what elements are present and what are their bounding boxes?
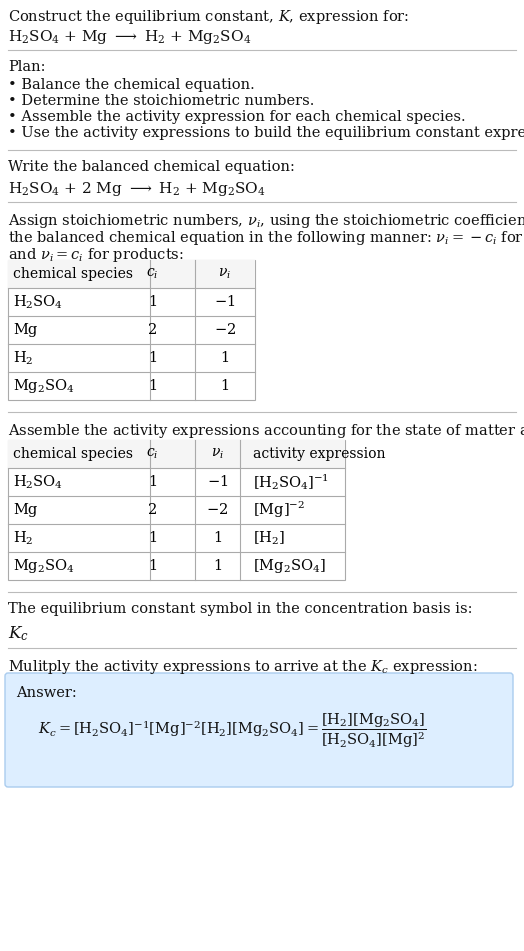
Text: 1: 1 [148,559,157,573]
Text: 2: 2 [148,323,157,337]
Text: Write the balanced chemical equation:: Write the balanced chemical equation: [8,160,295,174]
Text: $c_i$: $c_i$ [146,447,159,461]
Text: $K_c = [\text{H}_2\text{SO}_4]^{-1} [\text{Mg}]^{-2} [\text{H}_2][\text{Mg}_2\te: $K_c = [\text{H}_2\text{SO}_4]^{-1} [\te… [38,711,427,749]
Text: 1: 1 [148,351,157,365]
Text: $-1$: $-1$ [207,475,228,490]
Text: 1: 1 [213,531,222,545]
Text: [H$_2$SO$_4$]$^{-1}$: [H$_2$SO$_4$]$^{-1}$ [253,472,329,492]
Text: chemical species: chemical species [13,267,133,281]
Text: Mulitply the activity expressions to arrive at the $K_c$ expression:: Mulitply the activity expressions to arr… [8,658,477,676]
Text: $-1$: $-1$ [214,295,236,309]
Text: Mg: Mg [13,503,37,517]
Text: the balanced chemical equation in the following manner: $\nu_i = -c_i$ for react: the balanced chemical equation in the fo… [8,229,524,247]
Text: [Mg$_2$SO$_4$]: [Mg$_2$SO$_4$] [253,557,325,575]
Text: 1: 1 [148,379,157,393]
Text: 1: 1 [148,475,157,489]
Text: The equilibrium constant symbol in the concentration basis is:: The equilibrium constant symbol in the c… [8,602,473,616]
Text: H$_2$SO$_4$: H$_2$SO$_4$ [13,474,63,491]
Text: Assemble the activity expressions accounting for the state of matter and $\nu_i$: Assemble the activity expressions accoun… [8,422,524,440]
Text: Mg: Mg [13,323,37,337]
Text: 1: 1 [213,559,222,573]
Text: 2: 2 [148,503,157,517]
Text: $-2$: $-2$ [214,322,236,338]
Text: $\nu_i$: $\nu_i$ [219,267,232,281]
Bar [8,260,255,400]
Bar [8,440,345,468]
Text: Assign stoichiometric numbers, $\nu_i$, using the stoichiometric coefficients, $: Assign stoichiometric numbers, $\nu_i$, … [8,212,524,230]
Text: • Determine the stoichiometric numbers.: • Determine the stoichiometric numbers. [8,94,314,108]
Text: [H$_2$]: [H$_2$] [253,530,285,547]
Text: • Use the activity expressions to build the equilibrium constant expression.: • Use the activity expressions to build … [8,126,524,140]
Text: • Assemble the activity expression for each chemical species.: • Assemble the activity expression for e… [8,110,466,124]
Text: Mg$_2$SO$_4$: Mg$_2$SO$_4$ [13,557,74,575]
Text: $K_c$: $K_c$ [8,624,29,643]
Text: H$_2$SO$_4$: H$_2$SO$_4$ [13,293,63,311]
Text: • Balance the chemical equation.: • Balance the chemical equation. [8,78,255,92]
Text: H$_2$: H$_2$ [13,349,34,367]
Text: 1: 1 [148,295,157,309]
Text: $c_i$: $c_i$ [146,267,159,281]
Text: and $\nu_i = c_i$ for products:: and $\nu_i = c_i$ for products: [8,246,184,264]
Text: $-2$: $-2$ [206,502,228,517]
Text: activity expression: activity expression [253,447,386,461]
FancyBboxPatch shape [5,673,513,787]
Text: [Mg]$^{-2}$: [Mg]$^{-2}$ [253,500,305,520]
Text: Mg$_2$SO$_4$: Mg$_2$SO$_4$ [13,377,74,395]
Text: Construct the equilibrium constant, $K$, expression for:: Construct the equilibrium constant, $K$,… [8,8,409,26]
Text: 1: 1 [221,351,230,365]
Bar [8,260,255,288]
Text: 1: 1 [148,531,157,545]
Text: Plan:: Plan: [8,60,46,74]
Bar [8,440,345,580]
Text: Answer:: Answer: [16,686,77,700]
Text: chemical species: chemical species [13,447,133,461]
Text: $\nu_i$: $\nu_i$ [211,447,224,461]
Text: H$_2$SO$_4$ + 2 Mg $\longrightarrow$ H$_2$ + Mg$_2$SO$_4$: H$_2$SO$_4$ + 2 Mg $\longrightarrow$ H$_… [8,180,266,198]
Text: 1: 1 [221,379,230,393]
Text: H$_2$: H$_2$ [13,530,34,547]
Text: H$_2$SO$_4$ + Mg $\longrightarrow$ H$_2$ + Mg$_2$SO$_4$: H$_2$SO$_4$ + Mg $\longrightarrow$ H$_2$… [8,28,251,46]
